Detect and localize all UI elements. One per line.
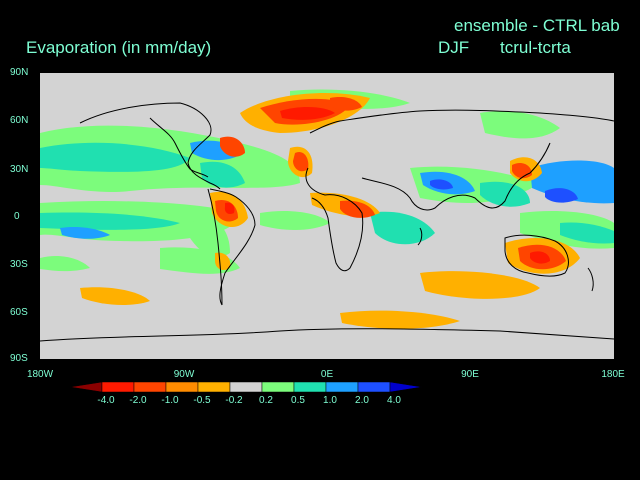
season-label: DJF [438,38,470,57]
x-tick-label: 0E [320,369,334,380]
deep-red-anomaly-regions [224,107,550,264]
y-tick-label: 60S [10,307,28,318]
colorbar-label: -4.0 [97,395,115,406]
colorbar-cell [101,381,135,393]
colorbar-label: 4.0 [387,395,401,406]
colorbar-cell [197,381,231,393]
colorbar-cell [293,381,327,393]
y-tick-label: 90S [10,353,28,364]
colorbar-label: -2.0 [129,395,147,406]
colorbar-label: 1.0 [323,395,337,406]
ensemble-label: ensemble - CTRL bab [454,16,620,35]
colorbar-cell [357,381,391,393]
y-tick-label: 60N [10,115,29,126]
dark-blue-anomaly-regions [430,179,578,203]
experiment-label: tcrul-tcrta [500,38,571,57]
y-tick-label: 0 [14,211,20,222]
colorbar-cell [165,381,199,393]
colorbar-label: -0.5 [193,395,211,406]
colorbar-label: -1.0 [161,395,179,406]
colorbar-label: 2.0 [355,395,369,406]
teal-anomaly-regions [40,142,614,245]
colorbar-cell [133,381,167,393]
x-tick-label: 90W [173,369,195,380]
y-tick-label: 90N [10,67,29,78]
evaporation-map [40,73,614,359]
y-tick-label: 30N [10,164,29,175]
colorbar-label: 0.2 [259,395,273,406]
colorbar-label: -0.2 [225,395,243,406]
colorbar [70,381,423,393]
colorbar-cell [389,381,423,393]
colorbar-label: 0.5 [291,395,305,406]
colorbar-cell [70,381,103,393]
plot-title: Evaporation (in mm/day) [26,38,212,57]
colorbar-cell [325,381,359,393]
x-tick-label: 180E [601,369,625,380]
coastlines [40,102,614,342]
x-tick-label: 90E [461,369,479,380]
colorbar-cell [229,381,263,393]
colorbar-cell [261,381,295,393]
y-tick-label: 30S [10,259,28,270]
x-tick-label: 180W [26,369,54,380]
